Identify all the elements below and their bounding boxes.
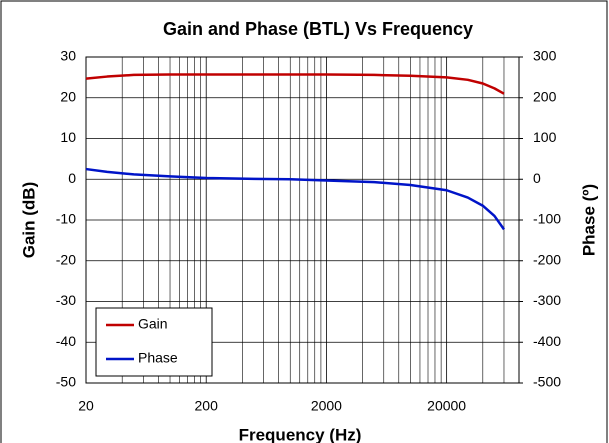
y2-tick-label: -300 — [533, 292, 561, 308]
y-tick-label: -50 — [56, 374, 76, 390]
y-tick-label: -20 — [56, 251, 76, 267]
y-axis-title: Gain (dB) — [19, 182, 38, 259]
legend-label: Phase — [138, 350, 178, 366]
y2-tick-label: 300 — [533, 48, 557, 64]
y-tick-label: 0 — [68, 170, 76, 186]
y2-tick-label: 0 — [533, 170, 541, 186]
y2-tick-label: -500 — [533, 374, 561, 390]
chart-title: Gain and Phase (BTL) Vs Frequency — [163, 19, 473, 39]
y-tick-label: -30 — [56, 292, 76, 308]
y2-axis-title: Phase (º) — [579, 184, 598, 256]
series-line — [85, 73, 505, 95]
series-line — [85, 167, 506, 231]
y2-tick-label: -100 — [533, 211, 561, 227]
y2-tick-label: 100 — [533, 129, 557, 145]
y-tick-label: -40 — [56, 333, 76, 349]
y2-tick-label: 200 — [533, 88, 557, 104]
y2-tick-label: -400 — [533, 333, 561, 349]
y-tick-label: 20 — [60, 88, 76, 104]
x-tick-label: 200 — [195, 398, 219, 414]
y-tick-label: 30 — [60, 48, 76, 64]
x-tick-label: 20 — [78, 398, 94, 414]
y-tick-label: -10 — [56, 211, 76, 227]
x-tick-label: 2000 — [311, 398, 342, 414]
x-axis-title: Frequency (Hz) — [239, 425, 362, 443]
legend-label: Gain — [138, 316, 168, 332]
y-tick-label: 10 — [60, 129, 76, 145]
legend — [95, 307, 213, 377]
y2-tick-label: -200 — [533, 251, 561, 267]
x-tick-label: 20000 — [427, 398, 466, 414]
plot-border — [85, 56, 520, 384]
